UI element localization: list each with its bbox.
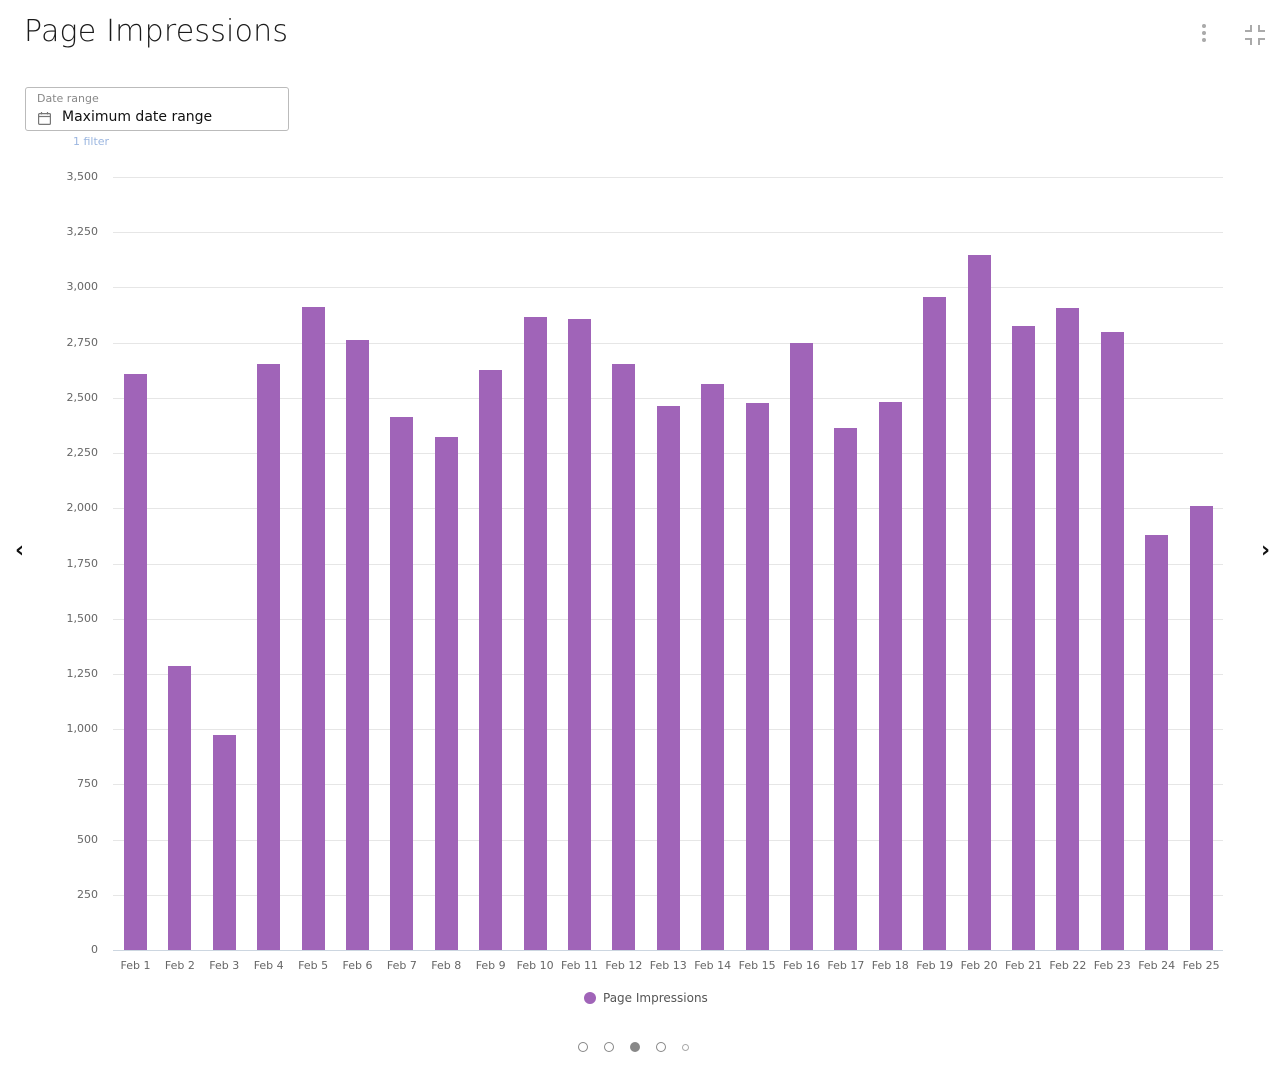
y-axis-tick: 1,000 — [66, 722, 99, 736]
y-axis-tick: 1,500 — [66, 611, 99, 625]
x-axis-tick: Feb 10 — [516, 959, 554, 972]
filter-count-link[interactable]: 1 filter — [73, 135, 110, 148]
y-axis-tick: 2,500 — [66, 390, 99, 404]
y-axis-tick: 3,500 — [66, 170, 99, 183]
y-axis-tick: 2,250 — [66, 446, 99, 460]
gridline — [113, 287, 1223, 289]
legend-dot-icon — [584, 992, 596, 1004]
bar[interactable] — [1056, 308, 1080, 950]
bar[interactable] — [568, 319, 591, 950]
x-axis-tick: Feb 13 — [649, 959, 687, 972]
x-axis-tick: Feb 6 — [342, 959, 373, 972]
gridline — [113, 397, 1223, 399]
pagination-dots — [578, 1042, 705, 1052]
x-axis-tick: Feb 5 — [298, 959, 329, 972]
bar[interactable] — [656, 405, 680, 950]
previous-arrow-icon[interactable]: ‹ — [15, 538, 25, 563]
bar[interactable] — [612, 363, 636, 950]
y-axis-tick: 3,250 — [66, 225, 99, 239]
x-axis-tick: Feb 4 — [253, 959, 284, 972]
x-axis-tick: Feb 15 — [738, 959, 776, 972]
bar[interactable] — [390, 416, 414, 950]
bar[interactable] — [434, 436, 458, 950]
x-axis-tick: Feb 1 — [120, 959, 151, 972]
y-axis-tick: 0 — [91, 943, 98, 956]
x-axis-tick: Feb 8 — [431, 959, 462, 972]
y-axis-tick: 750 — [77, 777, 98, 791]
x-axis-tick: Feb 7 — [386, 959, 417, 972]
x-axis-tick: Feb 18 — [871, 959, 909, 972]
next-arrow-icon[interactable]: › — [1261, 538, 1271, 563]
page-dot-5[interactable] — [682, 1043, 689, 1051]
x-axis-tick: Feb 2 — [164, 959, 195, 972]
y-axis-tick: 500 — [77, 832, 98, 846]
date-range-label: Date range — [37, 92, 99, 105]
x-axis-tick: Feb 12 — [605, 959, 643, 972]
bar[interactable] — [701, 383, 725, 950]
bar[interactable] — [257, 363, 281, 950]
calendar-icon — [38, 112, 51, 125]
page-title: Page Impressions — [24, 14, 289, 49]
x-axis-tick: Feb 11 — [561, 959, 598, 972]
x-axis-tick: Feb 20 — [960, 959, 998, 972]
gridline — [113, 232, 1223, 234]
y-axis-tick: 3,000 — [66, 280, 99, 294]
x-axis-tick: Feb 21 — [1005, 959, 1042, 972]
legend-label: Page Impressions — [603, 991, 708, 1005]
page-dot-4[interactable] — [656, 1042, 666, 1052]
page-dot-3[interactable] — [630, 1042, 640, 1052]
y-axis-tick: 2,000 — [66, 501, 99, 515]
y-axis-tick: 1,250 — [66, 666, 99, 680]
bar[interactable] — [301, 307, 325, 950]
page-dot-1[interactable] — [578, 1042, 588, 1052]
x-axis-tick: Feb 24 — [1138, 959, 1176, 972]
x-axis-tick: Feb 3 — [209, 959, 240, 972]
gridline — [113, 342, 1223, 344]
bar[interactable] — [124, 373, 147, 950]
bar[interactable] — [923, 297, 947, 950]
x-axis-tick: Feb 25 — [1182, 959, 1220, 972]
bar[interactable] — [1145, 534, 1169, 950]
x-axis-tick: Feb 23 — [1093, 959, 1131, 972]
x-axis-tick: Feb 14 — [694, 959, 732, 972]
bar[interactable] — [168, 666, 192, 950]
y-axis-tick: 1,750 — [66, 556, 99, 570]
bar[interactable] — [479, 370, 503, 950]
legend-item[interactable]: Page Impressions — [584, 991, 708, 1005]
date-range-filter[interactable]: Date range Maximum date range — [25, 87, 289, 131]
bar[interactable] — [834, 427, 858, 950]
x-axis-tick: Feb 9 — [475, 959, 506, 972]
y-axis-tick: 2,750 — [66, 335, 99, 349]
bar[interactable] — [1100, 331, 1124, 950]
more-vertical-icon[interactable] — [1196, 24, 1212, 46]
x-axis-line — [113, 950, 1223, 951]
bar[interactable] — [790, 342, 813, 950]
bar[interactable] — [878, 402, 902, 950]
bar[interactable] — [1189, 506, 1213, 950]
collapse-icon[interactable] — [1244, 24, 1266, 46]
y-axis-tick: 250 — [77, 887, 98, 901]
bar[interactable] — [1012, 326, 1035, 950]
x-axis-tick: Feb 17 — [827, 959, 865, 972]
bar[interactable] — [745, 403, 769, 950]
bar[interactable] — [212, 734, 236, 950]
x-axis-tick: Feb 22 — [1049, 959, 1087, 972]
gridline — [113, 177, 1223, 178]
date-range-value: Maximum date range — [62, 109, 213, 125]
x-axis-tick: Feb 16 — [783, 959, 820, 972]
page-dot-2[interactable] — [604, 1042, 614, 1052]
bar[interactable] — [346, 340, 369, 950]
x-axis-tick: Feb 19 — [916, 959, 954, 972]
bar[interactable] — [523, 317, 547, 950]
bar[interactable] — [967, 255, 991, 950]
